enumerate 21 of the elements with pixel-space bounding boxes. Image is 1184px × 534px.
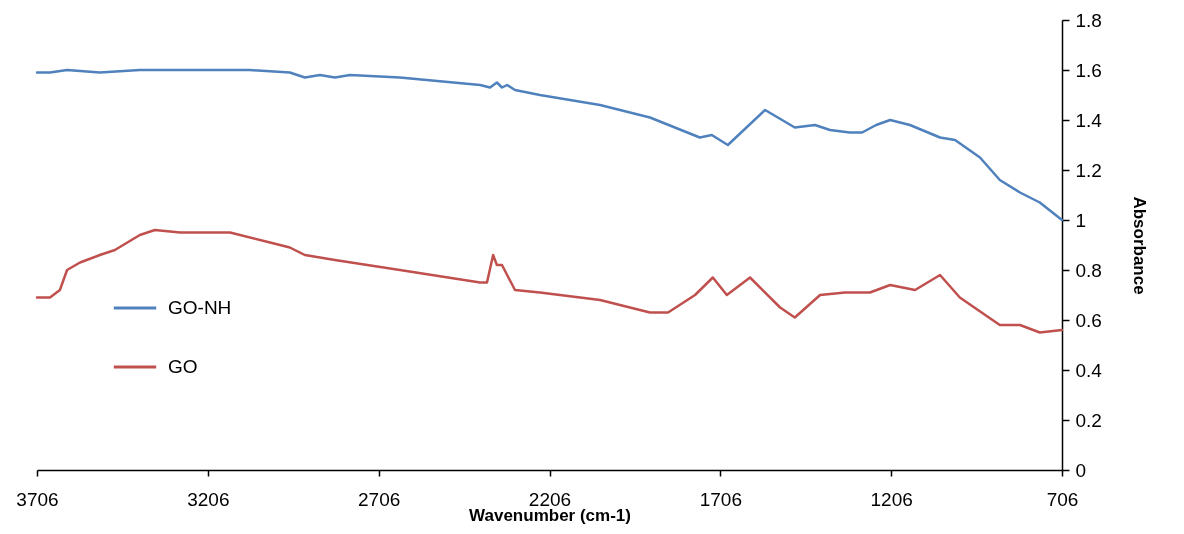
y-tick-label: 0.2	[1075, 409, 1102, 431]
y-axis-title: Absorbance	[1129, 196, 1149, 295]
x-tick-label: 3206	[187, 488, 230, 510]
y-tick-label: 1.2	[1075, 159, 1102, 181]
y-tick-label: 1.8	[1075, 9, 1102, 31]
x-tick-label: 1206	[870, 488, 913, 510]
x-tick-label: 3706	[16, 488, 59, 510]
line-series	[35, 228, 1064, 334]
x-tick-label: 1706	[699, 488, 742, 510]
y-tick-label: 0	[1075, 459, 1087, 481]
x-tick-label: 706	[1046, 488, 1079, 510]
line-series	[35, 68, 1064, 222]
y-tick-label: 0.4	[1075, 359, 1103, 381]
y-tick-label: 1.4	[1075, 109, 1103, 131]
y-tick-label: 0.6	[1075, 309, 1102, 331]
x-tick-label: 2706	[358, 488, 401, 510]
legend-label: GO-NH	[168, 297, 232, 318]
y-tick-label: 1	[1075, 209, 1087, 231]
y-tick-label: 0.8	[1075, 259, 1102, 281]
y-tick-label: 1.6	[1075, 59, 1102, 81]
legend-label: GO	[168, 356, 198, 377]
